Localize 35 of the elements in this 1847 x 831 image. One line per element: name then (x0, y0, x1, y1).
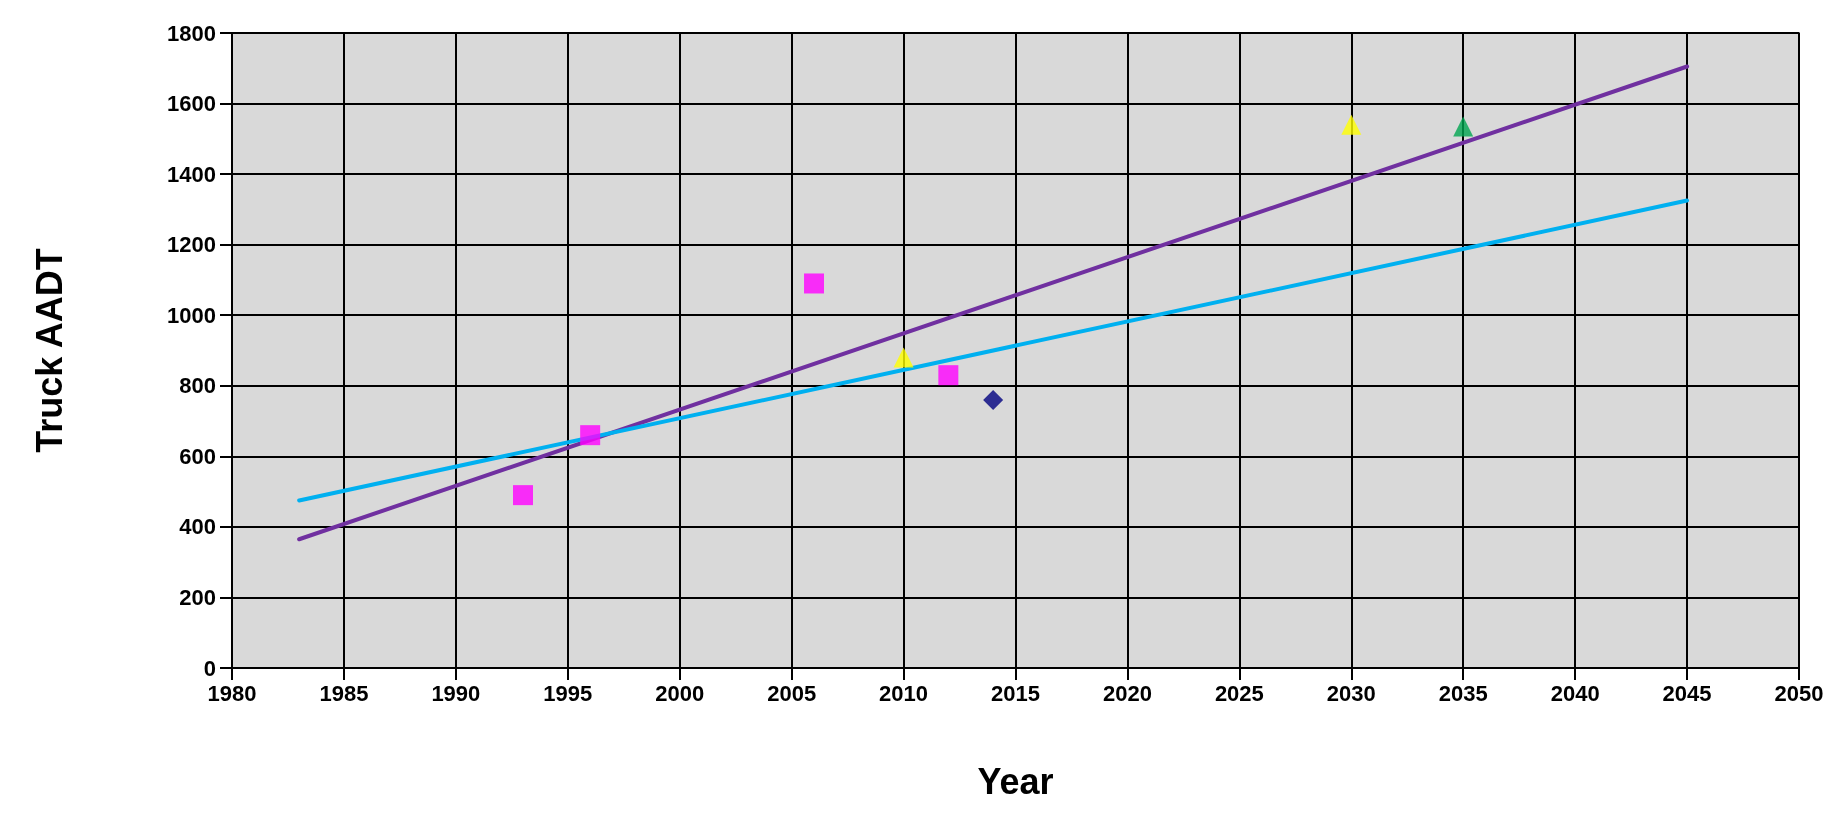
y-tick-label: 1800 (167, 20, 216, 46)
y-tick-label: 1200 (167, 232, 216, 258)
y-tick-label: 600 (179, 443, 216, 469)
point (804, 273, 825, 294)
y-tick-label: 200 (179, 584, 216, 610)
point (1341, 114, 1362, 135)
x-tick-label: 2005 (767, 680, 817, 706)
x-tick-label: 2010 (879, 680, 929, 706)
x-tick-label: 2035 (1438, 680, 1488, 706)
x-tick-label: 2000 (655, 680, 705, 706)
x-axis-title: Year (977, 760, 1054, 802)
y-tick-label: 800 (179, 373, 216, 399)
x-tick-label: 2030 (1326, 680, 1376, 706)
x-tick-label: 2050 (1774, 680, 1824, 706)
x-tick-label: 2020 (1102, 680, 1152, 706)
y-tick-label: 1000 (167, 302, 216, 328)
x-tick-label: 2025 (1214, 680, 1264, 706)
x-tick-label: 1980 (207, 680, 257, 706)
point (938, 365, 959, 386)
point (1453, 116, 1474, 137)
x-tick-label: 2015 (991, 680, 1040, 706)
y-tick-label: 400 (179, 514, 216, 540)
point (580, 425, 601, 446)
y-axis-title: Truck AADT (28, 248, 70, 453)
x-tick-label: 1995 (543, 680, 593, 706)
y-tick-label: 0 (203, 655, 216, 681)
point (983, 389, 1004, 410)
x-tick-label: 2045 (1662, 680, 1712, 706)
x-tick-label: 2040 (1550, 680, 1600, 706)
x-tick-label: 1985 (319, 680, 369, 706)
point (893, 347, 914, 368)
y-tick-label: 1400 (167, 161, 216, 187)
y-tick-label: 1600 (167, 91, 216, 117)
x-tick-label: 1990 (431, 680, 481, 706)
point (513, 485, 534, 506)
